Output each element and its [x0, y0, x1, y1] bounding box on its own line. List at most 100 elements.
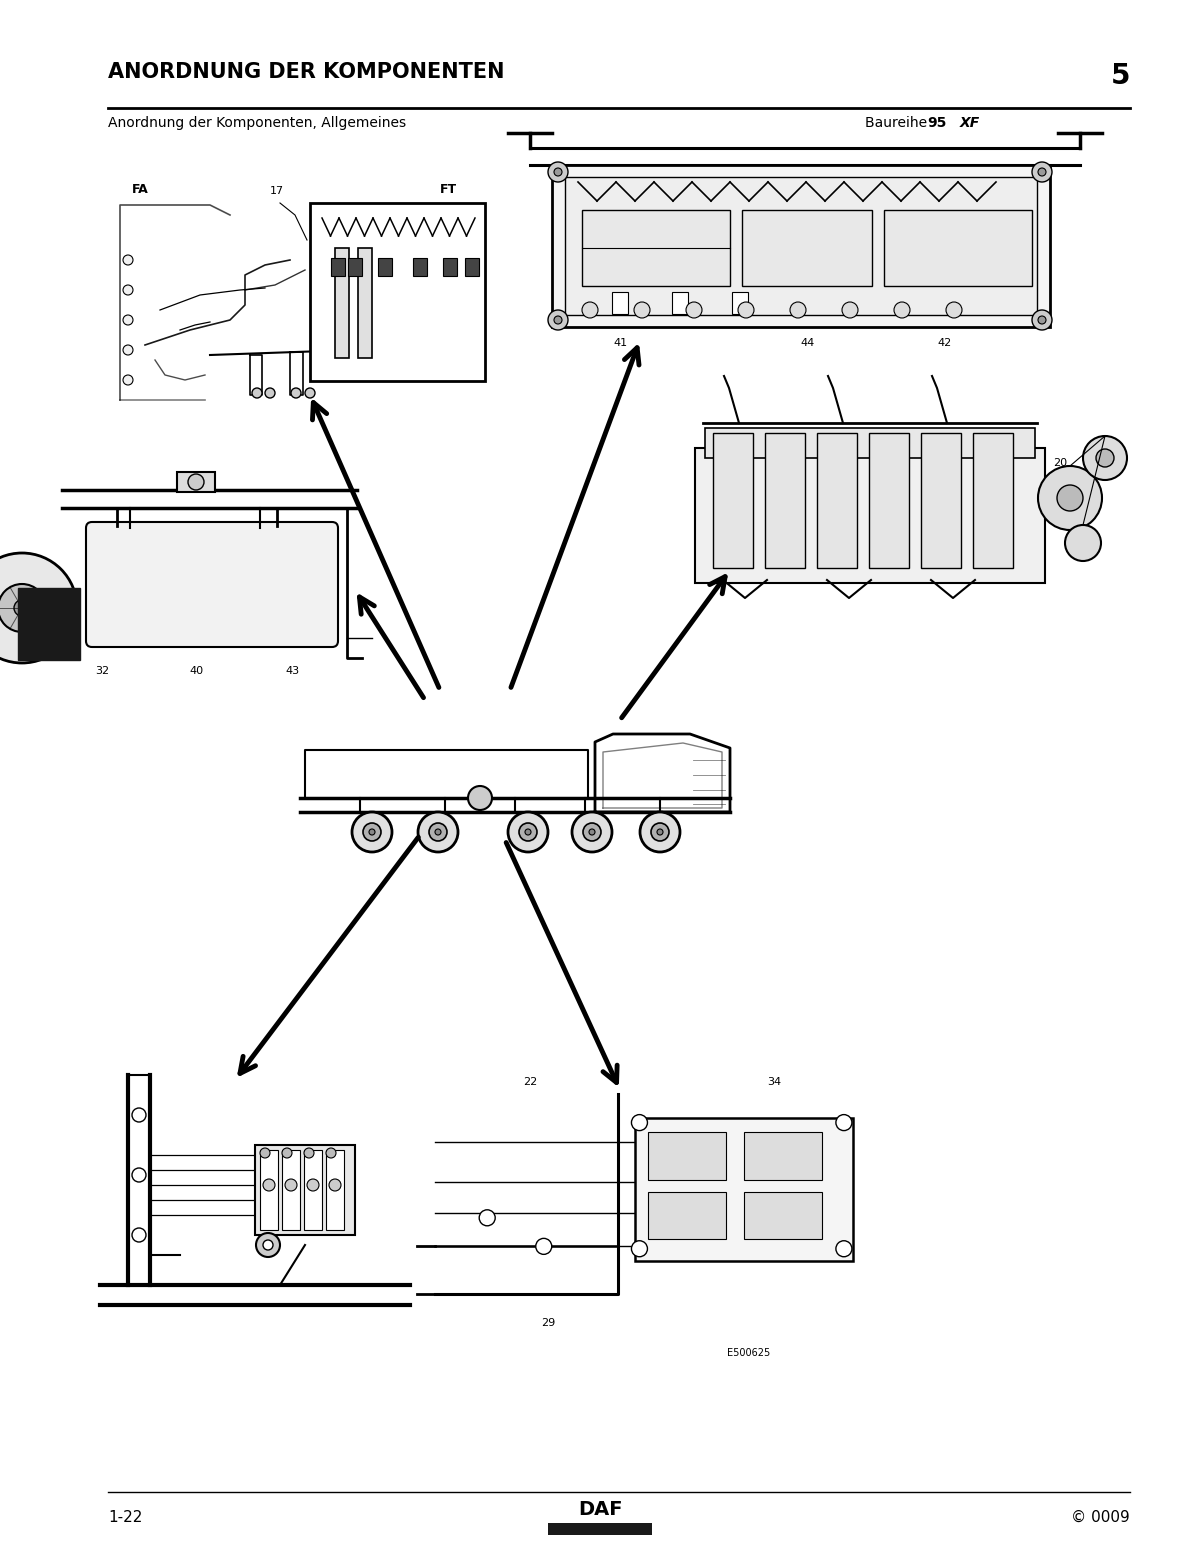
Circle shape [307, 1179, 319, 1191]
Circle shape [352, 812, 392, 853]
Text: ANORDNUNG DER KOMPONENTEN: ANORDNUNG DER KOMPONENTEN [108, 62, 504, 82]
Text: © 0009: © 0009 [1072, 1510, 1130, 1525]
Bar [648, 1132, 726, 1180]
Bar [304, 1151, 322, 1230]
Circle shape [1038, 466, 1102, 530]
Circle shape [1038, 315, 1046, 325]
Circle shape [188, 474, 204, 491]
Circle shape [260, 1148, 270, 1159]
Circle shape [263, 1179, 275, 1191]
Bar [869, 433, 910, 568]
Text: FA: FA [132, 183, 149, 196]
Circle shape [430, 823, 446, 842]
Bar [672, 292, 688, 314]
Bar [732, 292, 748, 314]
Bar [282, 1151, 300, 1230]
Circle shape [583, 823, 601, 842]
Circle shape [1066, 525, 1102, 561]
Bar [884, 210, 1032, 286]
Text: 8: 8 [38, 609, 60, 638]
Bar [744, 1191, 822, 1239]
Circle shape [1032, 311, 1052, 329]
Circle shape [329, 1179, 341, 1191]
Circle shape [634, 301, 650, 318]
Text: Baureihe: Baureihe [865, 116, 931, 130]
Circle shape [548, 162, 568, 182]
Circle shape [132, 1107, 146, 1121]
Bar [413, 258, 427, 276]
Circle shape [836, 1115, 852, 1131]
Circle shape [582, 301, 598, 318]
Circle shape [686, 301, 702, 318]
Circle shape [658, 829, 662, 836]
Circle shape [650, 823, 670, 842]
Circle shape [631, 1241, 648, 1256]
Bar [326, 1151, 344, 1230]
Text: 17: 17 [270, 186, 284, 196]
Circle shape [790, 301, 806, 318]
Circle shape [370, 829, 374, 836]
Text: 50: 50 [302, 1221, 317, 1230]
Bar [582, 210, 730, 286]
Text: 41: 41 [613, 339, 628, 348]
Circle shape [292, 388, 301, 398]
Circle shape [418, 812, 458, 853]
Circle shape [520, 823, 538, 842]
Text: 20: 20 [1054, 458, 1067, 467]
Bar [331, 258, 346, 276]
Circle shape [468, 786, 492, 811]
Circle shape [589, 829, 595, 836]
Circle shape [1096, 449, 1114, 467]
Text: 5: 5 [1110, 62, 1130, 90]
Bar [817, 433, 857, 568]
FancyBboxPatch shape [86, 522, 338, 648]
Circle shape [304, 1148, 314, 1159]
Circle shape [1032, 162, 1052, 182]
Bar [260, 1151, 278, 1230]
Circle shape [14, 599, 30, 617]
Bar [378, 258, 392, 276]
Circle shape [1057, 485, 1084, 511]
Circle shape [132, 1168, 146, 1182]
Bar [178, 472, 215, 492]
Text: XF: XF [960, 116, 980, 130]
Bar [635, 1118, 852, 1261]
Circle shape [836, 1241, 852, 1256]
Circle shape [554, 315, 562, 325]
Bar [973, 433, 1013, 568]
Circle shape [305, 388, 314, 398]
Circle shape [1038, 168, 1046, 175]
Text: 95: 95 [928, 116, 947, 130]
Text: 40: 40 [190, 666, 204, 676]
Circle shape [256, 1233, 280, 1256]
Bar [358, 248, 372, 359]
Text: 32: 32 [95, 666, 109, 676]
Circle shape [894, 301, 910, 318]
Circle shape [124, 255, 133, 266]
Circle shape [124, 286, 133, 295]
Circle shape [572, 812, 612, 853]
Bar [552, 165, 1050, 328]
Circle shape [1084, 436, 1127, 480]
Circle shape [286, 1179, 298, 1191]
Circle shape [124, 374, 133, 385]
Circle shape [479, 1210, 496, 1225]
Text: 42: 42 [938, 339, 952, 348]
Bar [443, 258, 457, 276]
Bar [742, 210, 872, 286]
Text: DAF: DAF [577, 1500, 623, 1519]
Circle shape [263, 1239, 274, 1250]
Circle shape [554, 168, 562, 175]
Text: 22: 22 [523, 1076, 538, 1087]
Circle shape [326, 1148, 336, 1159]
Bar [565, 177, 1037, 315]
Circle shape [738, 301, 754, 318]
Text: E500625: E500625 [726, 1348, 770, 1357]
Circle shape [132, 1228, 146, 1242]
Circle shape [0, 584, 46, 632]
Circle shape [640, 812, 680, 853]
Circle shape [631, 1115, 648, 1131]
Bar [648, 1191, 726, 1239]
Bar [348, 258, 362, 276]
Bar [766, 433, 805, 568]
